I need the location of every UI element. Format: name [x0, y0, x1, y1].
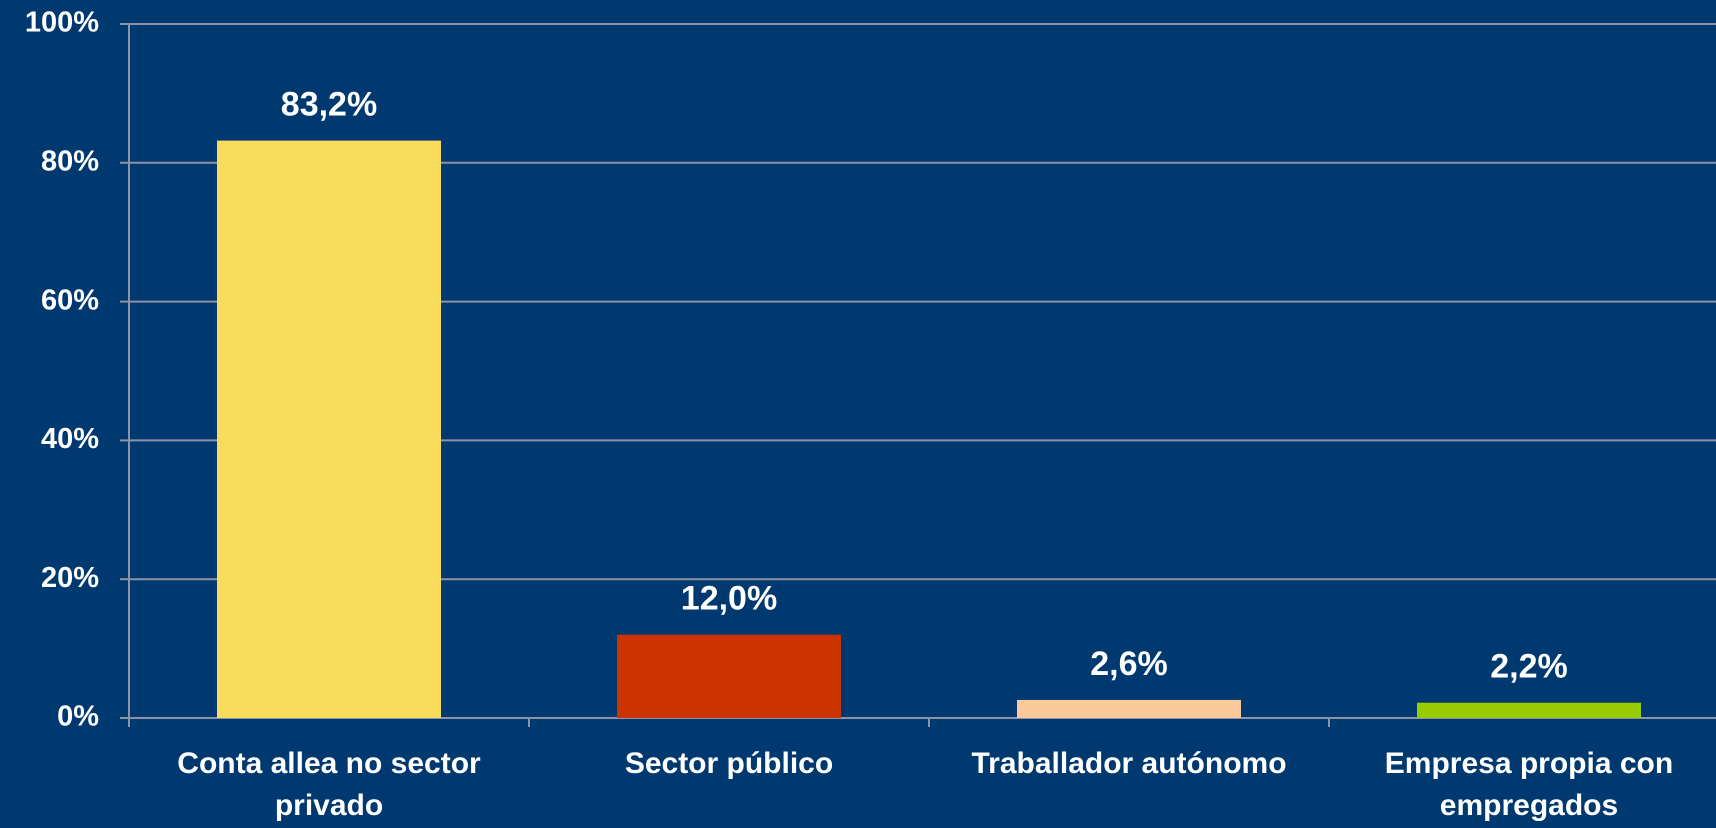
value-label: 12,0%	[681, 580, 777, 618]
y-tick-label: 100%	[25, 7, 99, 39]
y-tick-label: 20%	[41, 562, 99, 594]
x-tick-label: Sector público	[624, 747, 834, 780]
value-label: 2,2%	[1490, 648, 1568, 686]
y-tick-label: 40%	[41, 423, 99, 455]
x-tick-label: Conta allea no sector privado	[177, 747, 481, 822]
bar	[1417, 702, 1641, 718]
bar	[217, 140, 441, 719]
value-label: 2,6%	[1090, 645, 1168, 683]
bar	[617, 634, 841, 718]
y-tick-label: 60%	[41, 284, 99, 316]
y-tick-label: 0%	[57, 701, 99, 733]
bar	[1017, 699, 1241, 718]
y-tick-label: 80%	[41, 145, 99, 177]
x-tick-label: Empresa propia con empregados	[1384, 747, 1674, 822]
x-tick-label: Traballador autónomo	[971, 747, 1287, 780]
value-label: 83,2%	[281, 86, 377, 124]
